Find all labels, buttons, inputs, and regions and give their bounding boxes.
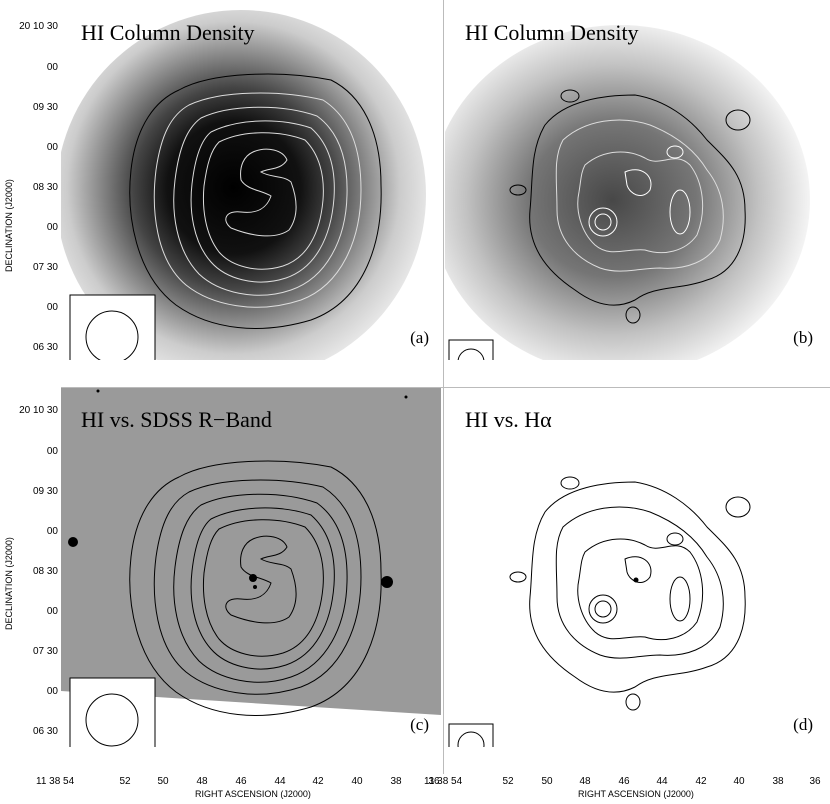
y-tick: 00	[46, 686, 58, 697]
x-tick: 46	[618, 776, 630, 787]
y-tick: 00	[46, 526, 58, 537]
x-tick: 11 38 54	[424, 776, 463, 787]
x-tick: 38	[772, 776, 784, 787]
y-tick: 00	[46, 62, 58, 73]
x-tick: 42	[312, 776, 324, 787]
beam-ellipse	[457, 731, 485, 747]
hi-vs-halpha-map	[445, 387, 825, 747]
x-tick: 40	[351, 776, 363, 787]
panel-divider-horizontal	[61, 387, 830, 388]
y-tick: 20 10 30	[19, 405, 58, 416]
panel-title: HI vs. SDSS R−Band	[81, 407, 272, 432]
panel-a: HI Column Density (a)	[61, 0, 441, 360]
panel-label: (a)	[410, 328, 429, 347]
x-axis-label-left: RIGHT ASCENSION (J2000)	[195, 789, 311, 799]
hi-column-density-map-b	[445, 0, 825, 360]
x-tick: 52	[119, 776, 131, 787]
y-tick: 08 30	[32, 182, 58, 193]
beam-ellipse	[457, 348, 485, 360]
x-axis-label-right: RIGHT ASCENSION (J2000)	[578, 789, 694, 799]
x-tick: 36	[809, 776, 821, 787]
panel-label: (b)	[793, 328, 813, 347]
panel-title: HI Column Density	[465, 20, 639, 45]
x-tick: 38	[390, 776, 402, 787]
beam-box	[69, 294, 156, 360]
x-tick: 48	[579, 776, 591, 787]
y-tick: 08 30	[32, 566, 58, 577]
x-tick: 44	[274, 776, 286, 787]
x-tick: 50	[541, 776, 553, 787]
panel-d: HI vs. Hα (d)	[445, 387, 825, 747]
x-tick: 36	[428, 776, 440, 787]
x-tick: 48	[196, 776, 208, 787]
panel-c: HI vs. SDSS R−Band (c)	[61, 387, 441, 747]
y-tick: 00	[46, 446, 58, 457]
y-tick: 06 30	[32, 342, 58, 353]
beam-ellipse	[85, 693, 139, 747]
panel-label: (d)	[793, 715, 813, 734]
y-tick: 00	[46, 606, 58, 617]
y-tick: 09 30	[32, 102, 58, 113]
beam-box	[448, 339, 494, 360]
x-tick: 40	[733, 776, 745, 787]
panel-b: HI Column Density (b)	[445, 0, 825, 360]
y-tick: 20 10 30	[19, 21, 58, 32]
beam-ellipse	[85, 310, 139, 360]
y-tick: 00	[46, 302, 58, 313]
y-tick: 07 30	[32, 646, 58, 657]
panel-title: HI Column Density	[81, 20, 255, 45]
panel-title: HI vs. Hα	[465, 407, 552, 432]
x-tick: 50	[157, 776, 169, 787]
x-tick: 11 38 54	[36, 776, 75, 787]
y-tick: 00	[46, 142, 58, 153]
y-tick: 00	[46, 222, 58, 233]
y-tick: 06 30	[32, 726, 58, 737]
x-tick: 46	[235, 776, 247, 787]
x-tick: 44	[656, 776, 668, 787]
panel-label: (c)	[410, 715, 429, 734]
hi-vs-sdss-r-band-map	[61, 387, 441, 747]
hi-column-density-map-a	[61, 0, 441, 360]
x-tick: 42	[695, 776, 707, 787]
x-tick: 52	[502, 776, 514, 787]
beam-box	[448, 723, 494, 747]
beam-box	[69, 677, 156, 747]
y-tick: 07 30	[32, 262, 58, 273]
y-tick: 09 30	[32, 486, 58, 497]
